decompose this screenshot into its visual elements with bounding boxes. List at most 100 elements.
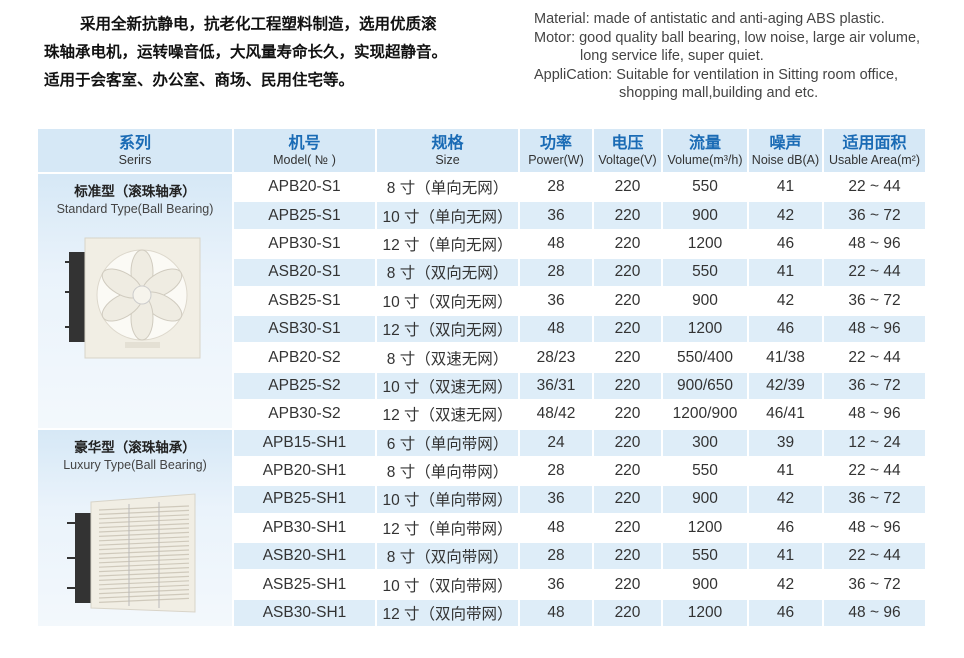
voltage-cell: 220 [594,372,661,400]
power-cell: 28 [520,259,592,286]
size-cell: 6 寸（单向带网） [377,429,518,456]
volume-cell: 900 [663,202,747,229]
model-cell: APB25-S2 [234,372,375,400]
intro-cn-line: 采用全新抗静电，抗老化工程塑料制造，选用优质滚 [80,15,437,33]
column-header: 电压 Voltage(V) [594,129,661,172]
volume-cell: 1200/900 [663,401,747,428]
table-row: ASB30-SH1 12 寸（双向带网） 48 220 1200 46 48 ~ 96 [38,599,925,627]
size-cell: 12 寸（双速无网） [377,401,518,428]
exhaust-fan-luxury-image [67,492,196,613]
table-row: ASB30-S1 12 寸（双向无网） 48 220 1200 46 48 ~ 96 [38,315,925,343]
noise-cell: 42 [749,571,822,598]
noise-cell: 41 [749,457,822,485]
area-cell: 48 ~ 96 [824,599,925,627]
model-cell: APB30-S1 [234,230,375,258]
volume-cell: 300 [663,429,747,456]
noise-cell: 41 [749,259,822,286]
header-en: Volume(m³/h) [667,152,743,167]
size-cell: 12 寸（双向带网） [377,599,518,627]
series-cell: 标准型（滚珠轴承） Standard Type(Ball Bearing) [38,174,232,428]
area-cell: 22 ~ 44 [824,543,925,570]
volume-cell: 550 [663,457,747,485]
area-cell: 48 ~ 96 [824,514,925,542]
voltage-cell: 220 [594,514,661,542]
volume-cell: 1200 [663,514,747,542]
area-cell: 36 ~ 72 [824,202,925,229]
header-cn: 电压 [611,134,644,152]
table-row: 标准型（滚珠轴承） Standard Type(Ball Bearing) APB2… [38,174,925,428]
volume-cell: 900 [663,287,747,314]
noise-cell: 39 [749,429,822,456]
area-cell: 22 ~ 44 [824,259,925,286]
power-cell: 48 [520,514,592,542]
power-cell: 36 [520,486,592,513]
voltage-cell: 220 [594,457,661,485]
power-cell: 36 [520,571,592,598]
area-cell: 22 ~ 44 [824,457,925,485]
header-cn: 规格 [431,134,464,152]
noise-cell: 42 [749,287,822,314]
column-header: 噪声 Noise dB(A) [749,129,822,172]
series-name-en: Luxury Type(Ball Bearing) [63,457,207,472]
intro-en-line: shopping mall,building and etc. [619,85,819,101]
power-cell: 28 [520,457,592,485]
size-cell: 10 寸（单向带网） [377,486,518,513]
size-cell: 12 寸（单向带网） [377,514,518,542]
header-cn: 流量 [688,134,721,152]
model-cell: ASB30-S1 [234,315,375,343]
header-cn: 功率 [539,134,572,152]
power-cell: 48 [520,599,592,627]
power-cell: 36 [520,287,592,314]
area-cell: 48 ~ 96 [824,401,925,428]
size-cell: 10 寸（双向无网） [377,287,518,314]
model-cell: APB15-SH1 [234,429,375,456]
intro-cn-line: 适用于会客室、办公室、商场、民用住宅等。 [44,71,355,89]
size-cell: 10 寸（单向无网） [377,202,518,229]
series-cell: 豪华型（滚珠轴承） Luxury Type(Ball Bearing) [38,429,232,627]
header-en: Serirs [118,152,152,167]
noise-cell: 46 [749,514,822,542]
table-row: ASB25-SH1 10 寸（双向带网） 36 220 900 42 36 ~ 72 [38,571,925,598]
voltage-cell: 220 [594,174,661,201]
noise-cell: 41/38 [749,344,822,371]
volume-cell: 1200 [663,599,747,627]
series-name-cn: 标准型（滚珠轴承） [74,184,196,199]
header-row: 系列 Serirs 机号 Model( № ) 规格 Size 功率 Power(W) 电压 Vo… [38,129,925,172]
table-row: ASB20-S1 8 寸（双向无网） 28 220 550 41 22 ~ 44 [38,259,925,286]
table-row: APB30-S2 12 寸（双速无网） 48/42 220 1200/900 46/41 4… [38,401,925,428]
column-header: 机号 Model( № ) [234,129,375,172]
series-name-cn: 豪华型（滚珠轴承） [74,439,196,455]
volume-cell: 900 [663,571,747,598]
header-cn: 适用面积 [842,134,907,152]
noise-cell: 41 [749,174,822,201]
voltage-cell: 220 [594,315,661,343]
intro-chinese: 采用全新抗静电，抗老化工程塑料制造，选用优质滚 珠轴承电机，运转噪音低，大风量寿… [44,10,447,94]
noise-cell: 46 [749,230,822,258]
size-cell: 12 寸（双向无网） [377,315,518,343]
spec-table: 系列 Serirs 机号 Model( № ) 规格 Size 功率 Power(W) 电压 Vo… [36,127,927,628]
table-row: 豪华型（滚珠轴承） Luxury Type(Ball Bearing) APB15-… [38,429,925,627]
voltage-cell: 220 [594,543,661,570]
size-cell: 8 寸（双向带网） [377,543,518,570]
header-en: Voltage(V) [598,152,657,167]
model-cell: ASB30-SH1 [234,599,375,627]
table-row: ASB20-SH1 8 寸（双向带网） 28 220 550 41 22 ~ 44 [38,543,925,570]
noise-cell: 46/41 [749,401,822,428]
column-header: 系列 Serirs [38,129,232,172]
model-cell: ASB25-SH1 [234,571,375,598]
table-row: APB25-SH1 10 寸（单向带网） 36 220 900 42 36 ~ 72 [38,486,925,513]
voltage-cell: 220 [594,202,661,229]
volume-cell: 1200 [663,315,747,343]
exhaust-fan-standard-image [65,237,201,359]
area-cell: 22 ~ 44 [824,174,925,201]
size-cell: 10 寸（双向带网） [377,571,518,598]
series-name-en: Standard Type(Ball Bearing) [56,202,214,216]
voltage-cell: 220 [594,429,661,456]
intro-en-line: long service life, super quiet. [580,48,764,64]
size-cell: 8 寸（单向无网） [377,174,518,201]
power-cell: 48/42 [520,401,592,428]
voltage-cell: 220 [594,230,661,258]
size-cell: 8 寸（双速无网） [377,344,518,371]
area-cell: 36 ~ 72 [824,372,925,400]
intro-en-line: Material: made of antistatic and anti-ag… [534,11,885,27]
